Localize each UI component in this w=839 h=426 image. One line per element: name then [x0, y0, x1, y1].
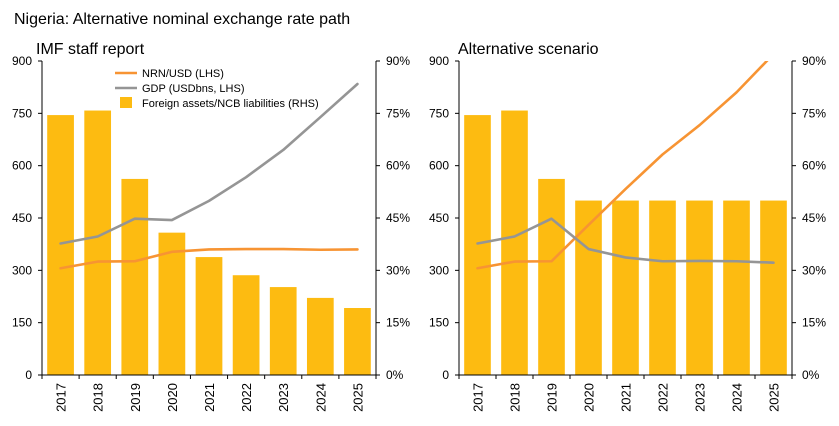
figure-title: Nigeria: Alternative nominal exchange ra… [14, 11, 350, 28]
x-tick-label: 2018 [508, 383, 523, 412]
right-tick-label: 75% [802, 106, 826, 120]
left-tick-label: 150 [429, 316, 449, 330]
x-tick-label: 2024 [730, 383, 745, 412]
right-tick-label: 60% [386, 159, 410, 173]
bar-2025 [344, 308, 371, 375]
left-tick-label: 0 [25, 368, 32, 382]
plot-area [47, 82, 371, 375]
left-tick-label: 300 [12, 263, 32, 277]
left-tick-label: 150 [12, 316, 32, 330]
legend: NRN/USD (LHS) GDP (USDbns, LHS) Foreign … [115, 68, 319, 110]
x-tick-label: 2017 [54, 383, 69, 412]
x-tick-label: 2022 [239, 383, 254, 412]
x-tick-label: 2021 [202, 383, 217, 412]
bar-2017 [47, 115, 74, 375]
left-tick-label: 750 [429, 106, 449, 120]
bar-2019 [538, 178, 565, 375]
right-tick-label: 15% [802, 316, 826, 330]
left-tick-label: 750 [12, 106, 32, 120]
x-tick-label: 2020 [582, 383, 597, 412]
legend-label-nrn-usd: NRN/USD (LHS) [142, 68, 224, 80]
right-tick-label: 15% [386, 316, 410, 330]
series-line-nrn-usd [476, 61, 769, 270]
right-tick-label: 45% [802, 211, 826, 225]
right-tick-label: 30% [802, 263, 826, 277]
x-tick-label: 2022 [656, 383, 671, 412]
left-tick-label: 600 [429, 159, 449, 173]
bar-2020 [158, 232, 186, 375]
x-tick-label: 2023 [693, 383, 708, 412]
left-tick-label: 900 [12, 54, 32, 68]
left-tick-label: 300 [429, 263, 449, 277]
series-line-gdp [476, 217, 775, 264]
left-tick-label: 450 [12, 211, 32, 225]
legend-swatch-foreign-assets [120, 97, 132, 108]
left-tick-label: 600 [12, 159, 32, 173]
bar-2017 [464, 115, 491, 375]
right-tick-label: 45% [386, 211, 410, 225]
x-tick-label: 2025 [350, 383, 365, 412]
right-tick-label: 90% [802, 54, 826, 68]
x-tick-label: 2025 [767, 383, 782, 412]
bar-2024 [723, 200, 750, 375]
bar-2019 [121, 178, 149, 375]
x-tick-label: 2017 [471, 383, 486, 412]
left-tick-label: 0 [442, 368, 449, 382]
bar-2024 [306, 297, 334, 375]
plot-area [464, 61, 787, 375]
bar-2018 [501, 110, 528, 375]
right-tick-label: 30% [386, 263, 410, 277]
bar-2021 [195, 257, 223, 375]
bar-2025 [760, 200, 787, 375]
right-tick-label: 0% [802, 368, 820, 382]
legend-label-foreign-assets: Foreign assets/NCB liabilities (RHS) [142, 98, 319, 110]
x-tick-label: 2024 [313, 383, 328, 412]
x-tick-label: 2021 [619, 383, 634, 412]
series-line-gdp [59, 82, 359, 245]
x-tick-label: 2019 [545, 383, 560, 412]
bar-2018 [84, 110, 112, 375]
right-tick-label: 75% [386, 106, 410, 120]
bar-2022 [232, 275, 260, 375]
right-tick-label: 0% [386, 368, 404, 382]
series-line-nrn-usd [59, 247, 359, 270]
chart-imf-staff-report: IMF staff report 0 150 300 450 600 750 900 0% 15… [12, 41, 410, 412]
bar-2020 [575, 200, 602, 375]
right-tick-label: 90% [386, 54, 410, 68]
x-tick-label: 2018 [91, 383, 106, 412]
bar-2021 [612, 200, 639, 375]
chart-title: IMF staff report [36, 41, 145, 58]
bar-2022 [649, 200, 676, 375]
left-tick-label: 900 [429, 54, 449, 68]
x-tick-label: 2023 [276, 383, 291, 412]
x-tick-label: 2020 [165, 383, 180, 412]
chart-alternative-scenario: Alternative scenario 0 150 300 450 600 750 900… [429, 41, 826, 412]
left-tick-label: 450 [429, 211, 449, 225]
x-tick-label: 2019 [128, 383, 143, 412]
legend-label-gdp: GDP (USDbns, LHS) [142, 83, 245, 95]
chart-title: Alternative scenario [458, 41, 599, 58]
right-tick-label: 60% [802, 159, 826, 173]
bar-2023 [269, 287, 297, 375]
bar-2023 [686, 200, 713, 375]
